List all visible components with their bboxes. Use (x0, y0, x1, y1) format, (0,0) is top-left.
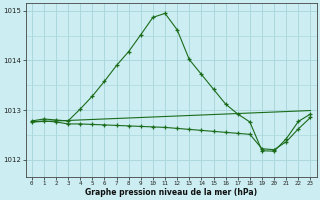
X-axis label: Graphe pression niveau de la mer (hPa): Graphe pression niveau de la mer (hPa) (85, 188, 257, 197)
